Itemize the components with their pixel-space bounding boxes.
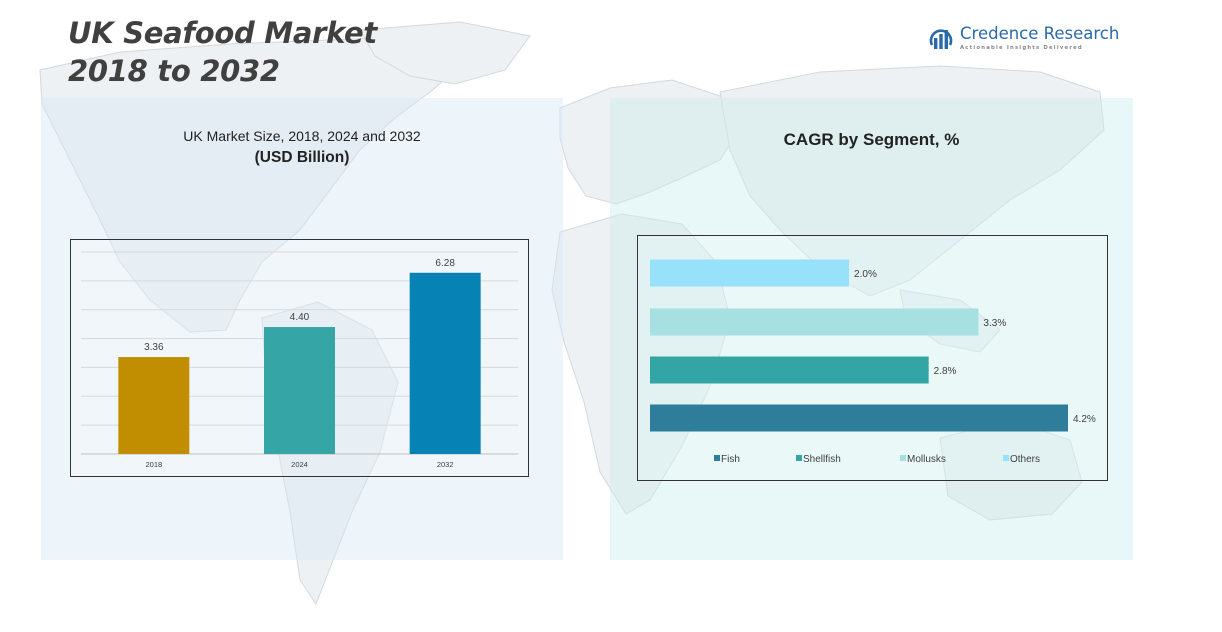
x-tick-label-2018: 2018	[145, 460, 162, 469]
bar-mollusks	[650, 308, 979, 336]
market-size-bar-chart: 3.36 2018 4.40 2024 6.28 2032	[81, 251, 518, 469]
logo-tagline: Actionable Insights Delivered	[960, 45, 1083, 51]
x-tick-label-2024: 2024	[291, 460, 308, 469]
data-label-shellfish: 2.8%	[934, 366, 957, 377]
bar-2018	[118, 357, 190, 454]
legend-label-fish: Fish	[721, 454, 740, 465]
data-label-2018: 3.36	[144, 342, 164, 353]
cagr-heading: CAGR by Segment, %	[783, 130, 960, 149]
x-tick-label-2032: 2032	[437, 460, 454, 469]
data-label-others: 2.0%	[854, 269, 877, 280]
bar-others	[650, 259, 850, 287]
legend-label-others: Others	[1010, 454, 1040, 465]
legend-label-shellfish: Shellfish	[803, 454, 841, 465]
brand-logo: Credence Research Actionable Insights De…	[928, 24, 1119, 52]
cagr-bar-chart: 4.2% 2.8% 3.3% 2.0% Fish Shellfish Mollusks Oth…	[650, 259, 1096, 465]
market-size-heading: UK Market Size, 2018, 2024 and 2032	[183, 128, 421, 144]
title-line-1: UK Seafood Market	[68, 16, 377, 50]
logo-name: Credence Research	[960, 24, 1120, 43]
bar-shellfish	[650, 356, 929, 384]
bar-fish	[650, 404, 1068, 432]
map-greenland	[359, 21, 531, 85]
data-label-2032: 6.28	[435, 258, 455, 269]
map-asia	[719, 65, 1105, 297]
legend-swatch-shellfish	[796, 455, 802, 461]
map-europe	[559, 79, 741, 205]
data-label-fish: 4.2%	[1073, 414, 1096, 425]
bar-2032	[409, 272, 481, 454]
data-label-2024: 4.40	[290, 312, 310, 323]
legend-label-mollusks: Mollusks	[907, 454, 946, 465]
bar-2024	[264, 327, 335, 454]
data-label-mollusks: 3.3%	[983, 318, 1006, 329]
legend-swatch-mollusks	[900, 455, 906, 461]
legend-swatch-others	[1003, 455, 1009, 461]
cagr-chart-frame: 4.2% 2.8% 3.3% 2.0% Fish Shellfish Mollusks Oth…	[637, 235, 1108, 481]
map-africa	[551, 213, 731, 515]
legend-swatch-fish	[714, 455, 720, 461]
page-title: UK Seafood Market 2018 to 2032	[68, 14, 377, 90]
title-line-2: 2018 to 2032	[68, 54, 280, 88]
market-size-unit: (USD Billion)	[254, 149, 350, 166]
market-size-chart-frame: 3.36 2018 4.40 2024 6.28 2032	[70, 239, 529, 477]
bar-chart-arc-icon	[929, 29, 953, 49]
